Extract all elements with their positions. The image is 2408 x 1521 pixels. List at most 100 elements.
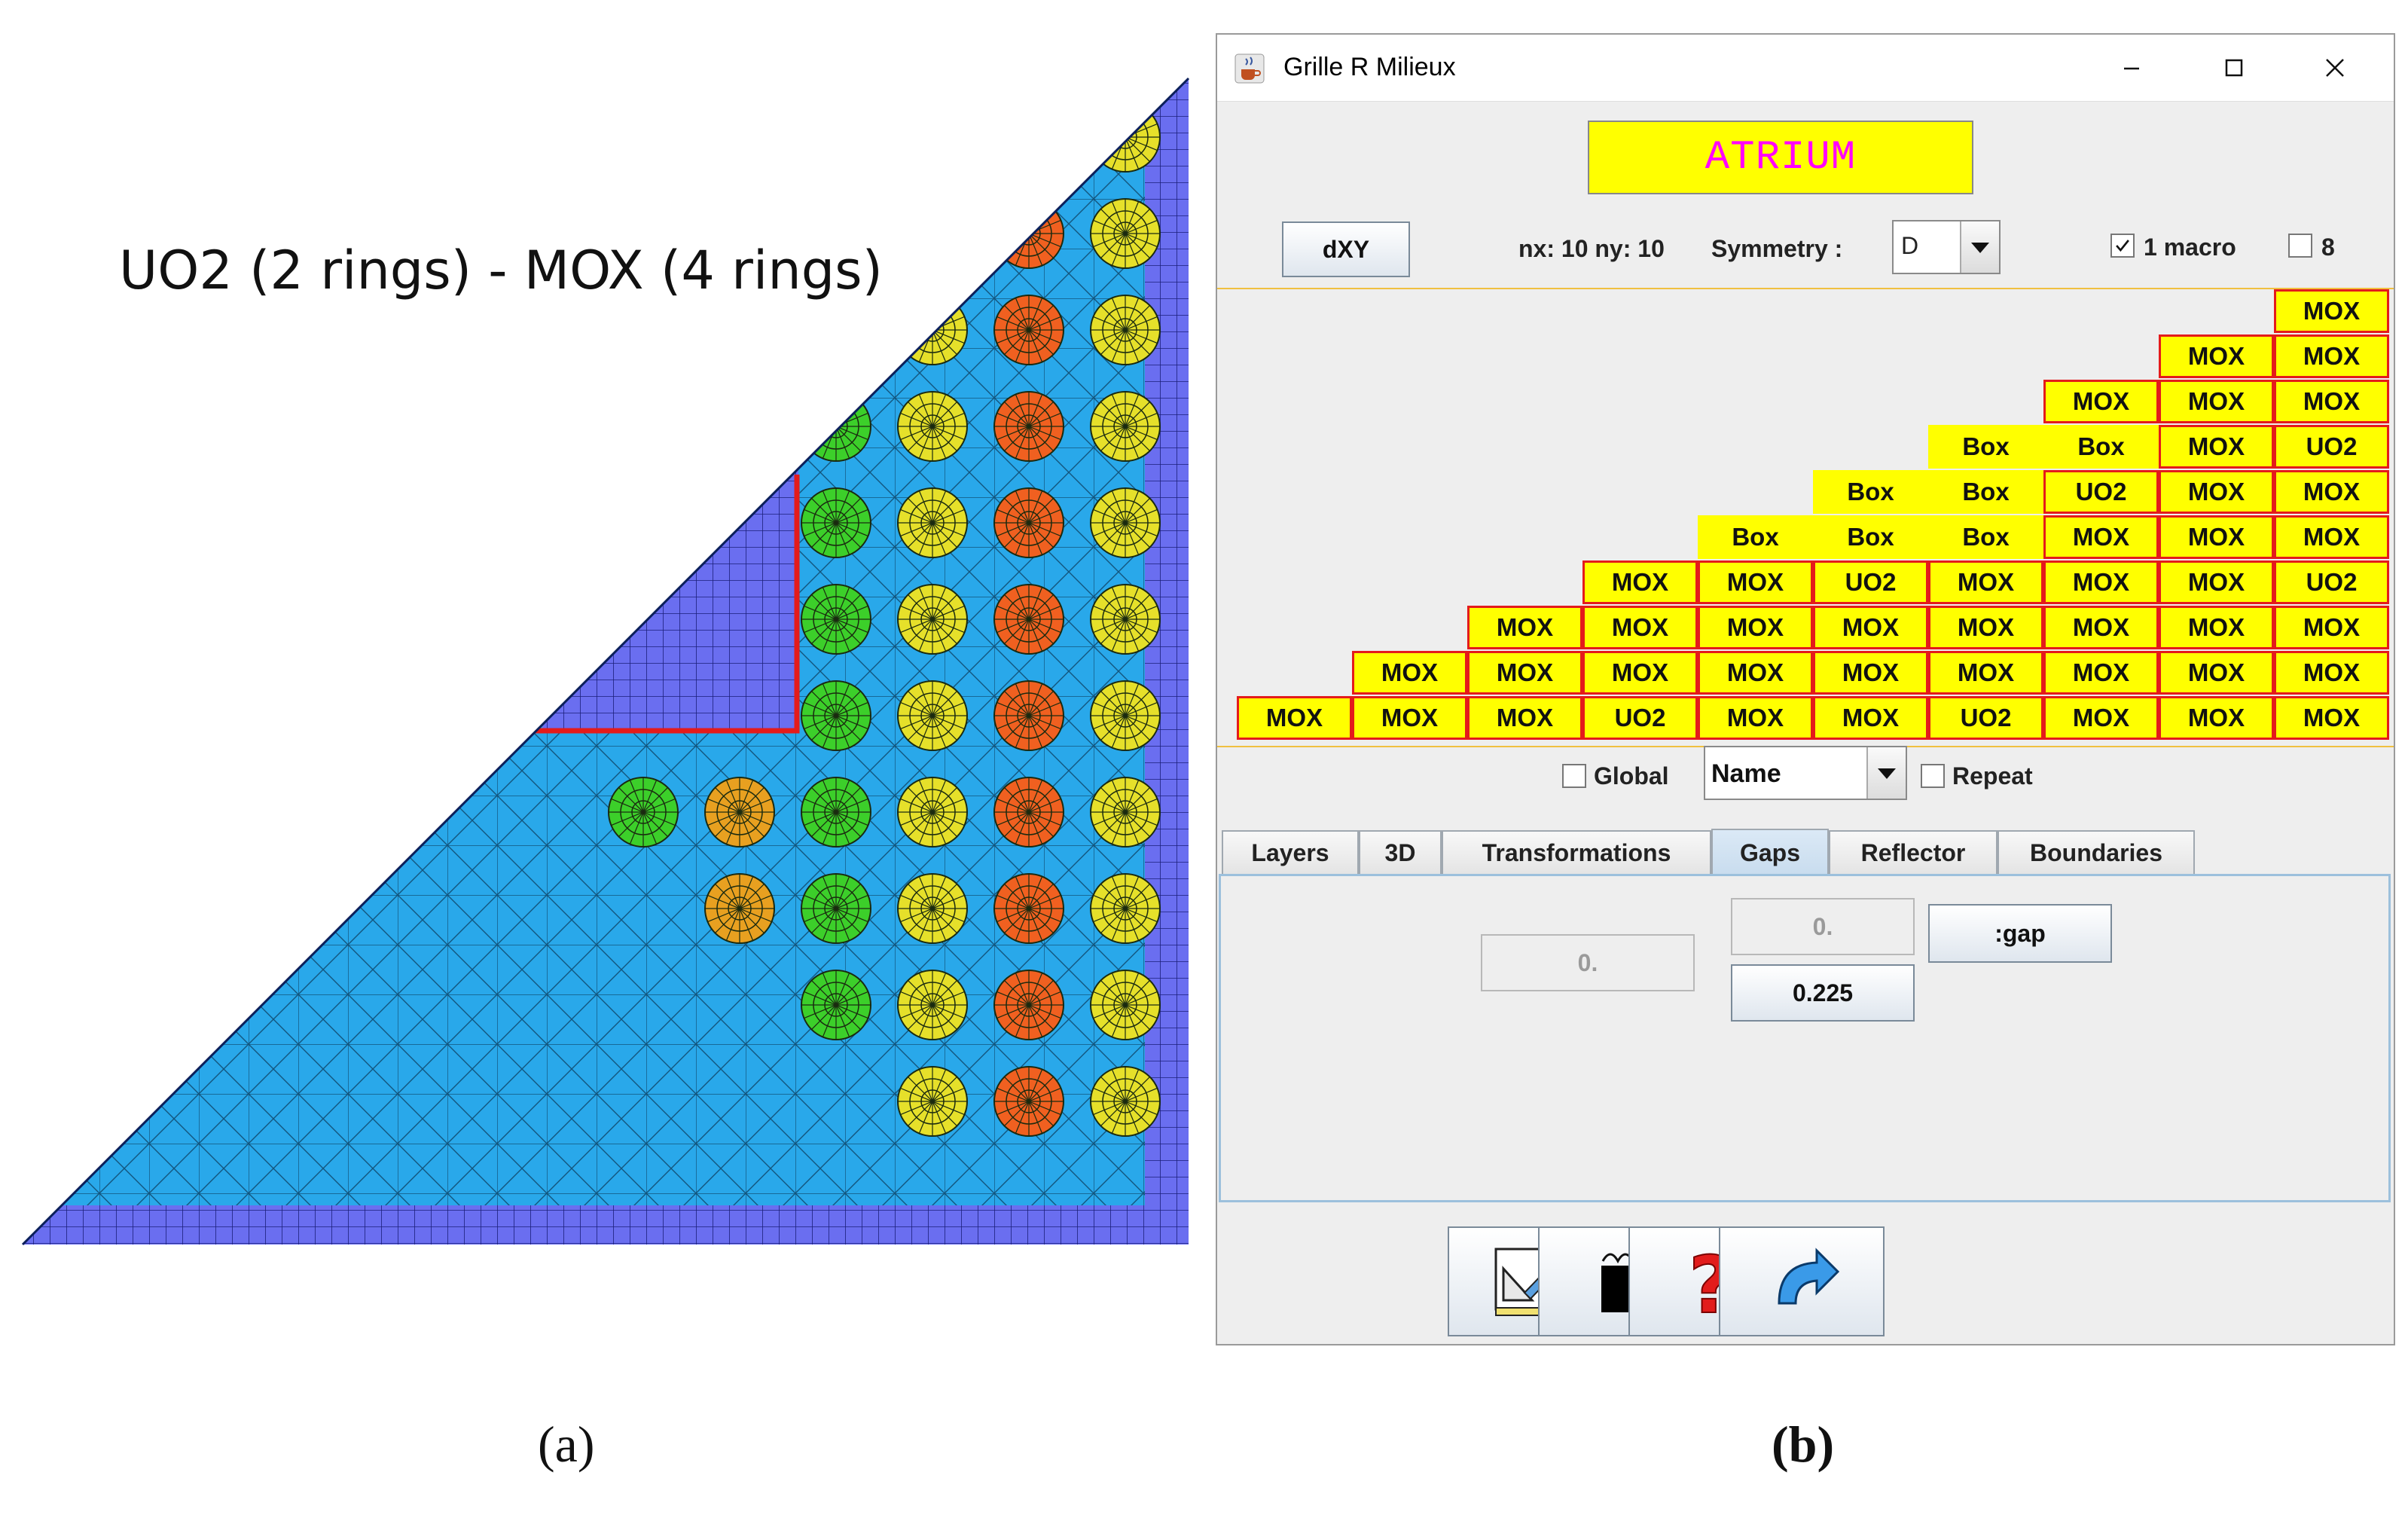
tab-reflector[interactable]: Reflector [1829,830,1998,874]
grid-cell[interactable]: Box [1698,515,1813,559]
grid-cell[interactable]: MOX [2159,696,2274,740]
fuel-pin-ring [138,307,185,353]
fuel-pin-sector [996,316,1061,344]
tab-3d[interactable]: 3D [1359,830,1442,874]
gap-value-button[interactable]: 0.225 [1731,964,1915,1022]
gap-field-1[interactable]: 0. [1481,934,1695,991]
grid-cell[interactable]: MOX [2043,515,2159,559]
grid-cell[interactable]: MOX [1352,651,1467,695]
fuel-pin-sector [340,298,368,362]
grid-cell[interactable]: MOX [2043,380,2159,423]
grid-cell[interactable]: Box [2043,425,2159,469]
grid-cell[interactable]: Box [1813,515,1928,559]
tab-layers[interactable]: Layers [1222,830,1359,874]
grid-cell[interactable]: MOX [1582,560,1698,604]
grid-cell[interactable]: MOX [1928,651,2043,695]
close-icon[interactable] [2299,45,2371,90]
grid-cell[interactable]: MOX [2159,380,2274,423]
gap-field-2[interactable]: 0. [1731,898,1915,955]
grid-cell[interactable]: MOX [2159,334,2274,378]
grid-cell[interactable]: MOX [1813,696,1928,740]
fuel-pin-ring [813,307,859,353]
fuel-pin-sector [804,894,868,923]
grid-cell[interactable]: MOX [1698,606,1813,649]
fuel-pin-ring [909,210,956,257]
grid-cell[interactable]: MOX [1698,560,1813,604]
fuel-pin-sector [418,412,483,441]
grid-cell[interactable]: Box [1928,515,2043,559]
grid-cell[interactable]: MOX [1813,606,1928,649]
grid-cell[interactable]: MOX [1813,651,1928,695]
grid-cell[interactable]: MOX [2159,560,2274,604]
fuel-pin-ring [234,403,281,450]
display-mode-select[interactable]: Name [1704,746,1907,800]
fuel-pin-sector [243,298,272,362]
grid-cell[interactable]: Box [1928,425,2043,469]
grid-cell[interactable]: UO2 [1813,560,1928,604]
maximize-icon[interactable] [2198,45,2270,90]
fuel-pin-sector [426,402,475,451]
fuel-pin-ring [438,607,462,631]
macro8-checkbox[interactable] [2288,234,2312,258]
fuel-pin [415,295,486,365]
grid-cell[interactable]: MOX [1582,651,1698,695]
tab-boundaries[interactable]: Boundaries [1998,830,2195,874]
grid-cell[interactable]: UO2 [2274,425,2389,469]
grid-cell[interactable]: MOX [2274,470,2389,514]
grid-cell[interactable]: MOX [1352,696,1467,740]
fuel-pin [222,102,293,173]
fuel-pin-ring [149,125,173,149]
grid-cell[interactable]: MOX [1698,696,1813,740]
grid-cell[interactable]: MOX [2274,696,2389,740]
fuel-pin-ring [138,114,185,160]
grid-cell[interactable]: UO2 [1928,696,2043,740]
grid-cell[interactable]: MOX [1582,606,1698,649]
fuel-pin-ring [438,511,462,535]
fuel-pin-sector [1093,894,1158,923]
grid-cell[interactable]: MOX [1928,560,2043,604]
grid-cell[interactable]: Box [1928,470,2043,514]
grid-cell[interactable]: MOX [2274,651,2389,695]
fuel-pin [415,391,486,462]
grid-cell[interactable]: MOX [2043,696,2159,740]
grid-cell[interactable]: MOX [2159,515,2274,559]
global-checkbox[interactable] [1562,764,1586,788]
grid-cell[interactable]: MOX [2274,380,2389,423]
medium-grid: MOX MOX MOX MOX MOX MOX Box Box MOX UO2 Box Box UO2 M… [1217,288,2394,747]
macro1-checkbox[interactable] [2110,234,2135,258]
grid-cell[interactable]: MOX [2043,651,2159,695]
grid-cell[interactable]: MOX [1928,606,2043,649]
tab-transformations[interactable]: Transformations [1442,830,1711,874]
grid-cell[interactable]: UO2 [2274,560,2389,604]
tab-gaps[interactable]: Gaps [1711,829,1829,875]
chevron-down-icon[interactable] [1866,747,1906,799]
grid-cell[interactable]: MOX [2043,606,2159,649]
grid-cell[interactable]: MOX [2159,606,2274,649]
repeat-checkbox[interactable] [1921,764,1945,788]
grid-cell[interactable]: MOX [2043,560,2159,604]
grid-cell[interactable]: UO2 [1582,696,1698,740]
grid-cell[interactable]: MOX [2274,289,2389,333]
grid-cell[interactable]: MOX [1467,651,1582,695]
fuel-pin [319,391,389,462]
grid-cell[interactable]: MOX [2159,470,2274,514]
grid-cell[interactable]: MOX [2159,425,2274,469]
fuel-pin-sector [900,123,965,151]
grid-cell[interactable]: MOX [2274,606,2389,649]
symmetry-select[interactable]: D [1892,220,2001,274]
gap-button[interactable]: :gap [1928,904,2112,963]
chevron-down-icon[interactable] [1960,221,1999,273]
grid-cell[interactable]: MOX [1467,696,1582,740]
grid-cell[interactable]: MOX [2159,651,2274,695]
grid-cell[interactable]: UO2 [2043,470,2159,514]
fuel-pin-sector [233,112,282,162]
grid-cell[interactable]: MOX [1467,606,1582,649]
grid-cell[interactable]: MOX [2274,515,2389,559]
grid-cell[interactable]: MOX [2274,334,2389,378]
dxy-button[interactable]: dXY [1282,221,1410,277]
minimize-icon[interactable] [2095,45,2168,90]
grid-cell[interactable]: MOX [1698,651,1813,695]
grid-cell[interactable]: Box [1813,470,1928,514]
return-button[interactable] [1719,1226,1885,1336]
grid-cell[interactable]: MOX [1237,696,1352,740]
